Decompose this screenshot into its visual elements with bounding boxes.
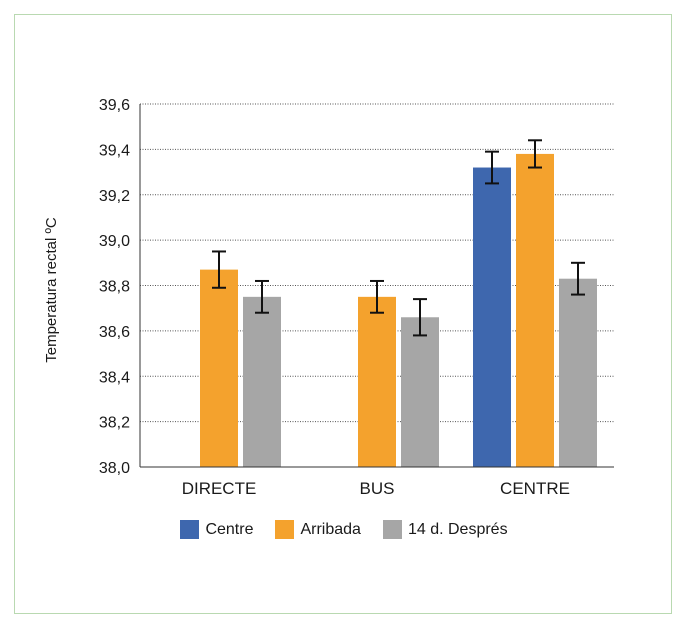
bar-arribada-centre [516,153,554,467]
y-tick-label: 39,6 [99,97,130,114]
error-bar [571,261,585,296]
legend-label: Arribada [300,520,361,538]
y-tick-label: 39,2 [99,188,130,205]
legend-item: 14 d. Després [382,520,508,539]
y-tick-label: 38,0 [99,460,130,477]
x-category-labels: DIRECTE BUS CENTRE [182,479,570,498]
bar-arribada-bus [358,296,396,467]
bar-14-d-despr-s-directe [243,296,281,467]
x-category-label: DIRECTE [182,479,257,498]
legend-item: Arribada [275,520,361,539]
bar-14-d-despr-s-centre [559,278,597,467]
x-category-label: BUS [360,479,395,498]
error-bar [255,279,269,314]
legend: Centre Arribada 14 d. Després [0,520,688,539]
error-bar [212,250,226,289]
y-axis-label: Temperatura rectal ºC [43,217,60,363]
error-bar [413,298,427,337]
bar-arribada-directe [200,269,238,467]
y-tick-label: 39,0 [99,233,130,250]
error-bar [370,279,384,314]
error-bars [212,139,585,337]
legend-label: Centre [205,520,254,538]
y-tick-label: 38,8 [99,279,130,296]
y-tick-labels: 38,0 38,2 38,4 38,6 38,8 39,0 39,2 39,4 39,6 [99,97,130,477]
y-tick-label: 39,4 [99,142,130,159]
bar-14-d-despr-s-bus [401,317,439,467]
legend-swatch [180,520,200,539]
legend-label: 14 d. Després [407,520,508,538]
y-tick-label: 38,4 [99,369,130,386]
legend-swatch [382,520,402,539]
y-tick-label: 38,2 [99,415,130,432]
error-bar [528,139,542,169]
bar-centre-centre [473,167,511,467]
y-tick-label: 38,6 [99,324,130,341]
error-bar [485,150,499,185]
axes [139,104,614,468]
legend-swatch [275,520,295,539]
bars [200,153,597,467]
legend-item: Centre [180,520,253,539]
x-category-label: CENTRE [500,479,570,498]
